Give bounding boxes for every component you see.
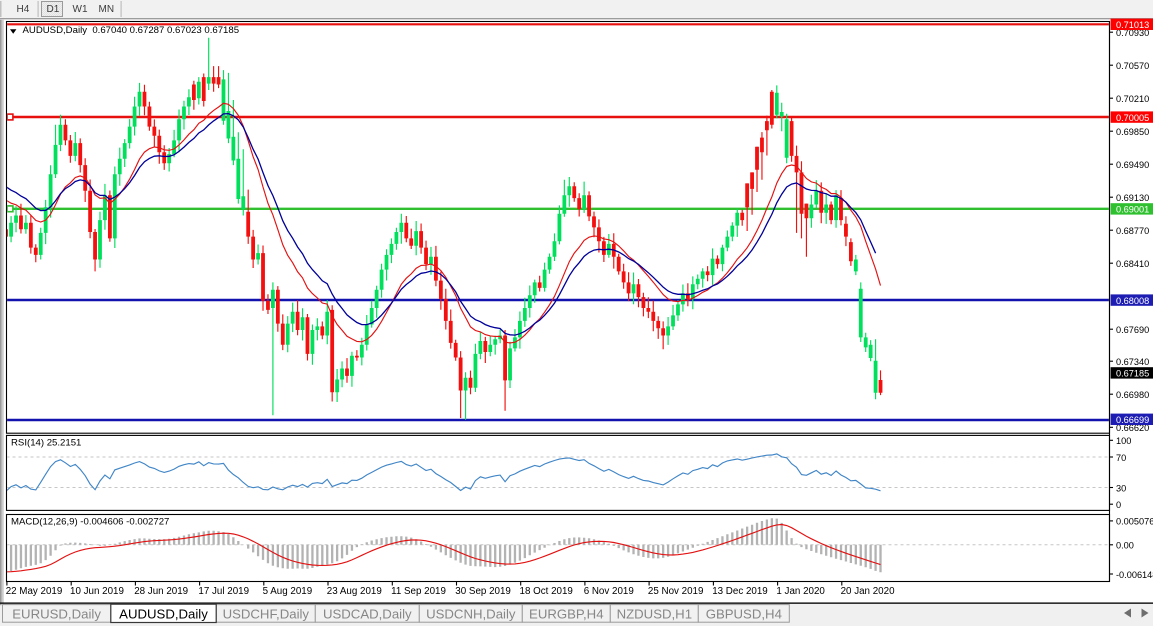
svg-text:0.67185: 0.67185 [1116, 369, 1149, 379]
svg-text:0.66980: 0.66980 [1116, 390, 1149, 400]
svg-text:0.69490: 0.69490 [1116, 160, 1149, 170]
svg-text:AUDUSD,Daily 0.67040 0.67287: AUDUSD,Daily 0.67040 0.67287 0.67023 0.6… [23, 25, 240, 36]
svg-text:0.69850: 0.69850 [1116, 127, 1149, 137]
svg-text:USDCNH,Daily: USDCNH,Daily [426, 607, 516, 622]
svg-text:25 Nov 2019: 25 Nov 2019 [648, 586, 704, 597]
svg-text:0.69130: 0.69130 [1116, 193, 1149, 203]
svg-text:100: 100 [1116, 436, 1131, 446]
svg-text:1 Jan 2020: 1 Jan 2020 [776, 586, 825, 597]
svg-text:11 Sep 2019: 11 Sep 2019 [391, 586, 446, 597]
svg-text:EURGBP,H4: EURGBP,H4 [529, 607, 604, 622]
svg-text:H4: H4 [17, 4, 30, 15]
svg-text:-0.006148: -0.006148 [1116, 570, 1153, 580]
svg-text:0: 0 [1116, 500, 1121, 510]
svg-text:MACD(12,26,9) -0.004606 -0.002: MACD(12,26,9) -0.004606 -0.002727 [11, 517, 169, 528]
svg-text:17 Jul 2019: 17 Jul 2019 [198, 586, 249, 597]
svg-text:D1: D1 [47, 4, 60, 15]
svg-text:0.71013: 0.71013 [1116, 20, 1149, 30]
svg-text:6 Nov 2019: 6 Nov 2019 [584, 586, 634, 597]
svg-text:GBPUSD,H4: GBPUSD,H4 [706, 607, 782, 622]
svg-text:0.69001: 0.69001 [1116, 205, 1149, 215]
svg-text:0.68410: 0.68410 [1116, 259, 1149, 269]
svg-text:0.70005: 0.70005 [1116, 113, 1149, 123]
svg-text:0.66699: 0.66699 [1116, 415, 1149, 425]
svg-text:23 Aug 2019: 23 Aug 2019 [327, 586, 382, 597]
svg-text:30 Sep 2019: 30 Sep 2019 [455, 586, 511, 597]
svg-text:10 Jun 2019: 10 Jun 2019 [70, 586, 124, 597]
svg-text:18 Oct 2019: 18 Oct 2019 [520, 586, 573, 597]
svg-text:70: 70 [1116, 453, 1126, 463]
svg-text:NZDUSD,H1: NZDUSD,H1 [617, 607, 692, 622]
svg-text:0.005076: 0.005076 [1116, 517, 1153, 527]
svg-text:13 Dec 2019: 13 Dec 2019 [712, 586, 768, 597]
svg-text:W1: W1 [73, 4, 88, 15]
svg-text:USDCAD,Daily: USDCAD,Daily [323, 607, 412, 622]
svg-text:AUDUSD,Daily: AUDUSD,Daily [119, 607, 208, 622]
svg-text:22 May 2019: 22 May 2019 [6, 586, 63, 597]
svg-text:0.68770: 0.68770 [1116, 226, 1149, 236]
svg-text:0.66620: 0.66620 [1116, 423, 1149, 433]
svg-text:RSI(14) 25.2151: RSI(14) 25.2151 [11, 438, 81, 449]
svg-text:30: 30 [1116, 483, 1126, 493]
svg-text:28 Jun 2019: 28 Jun 2019 [134, 586, 188, 597]
svg-text:0.70930: 0.70930 [1116, 28, 1149, 38]
svg-text:0.00: 0.00 [1116, 541, 1134, 551]
svg-text:0.70570: 0.70570 [1116, 61, 1149, 71]
svg-text:0.67690: 0.67690 [1116, 325, 1149, 335]
svg-text:20 Jan 2020: 20 Jan 2020 [841, 586, 895, 597]
svg-text:0.67340: 0.67340 [1116, 357, 1149, 367]
svg-text:5 Aug 2019: 5 Aug 2019 [263, 586, 313, 597]
svg-text:0.70210: 0.70210 [1116, 94, 1149, 104]
svg-text:MN: MN [99, 4, 115, 15]
svg-text:EURUSD,Daily: EURUSD,Daily [12, 607, 101, 622]
svg-text:0.68008: 0.68008 [1116, 296, 1149, 306]
svg-text:USDCHF,Daily: USDCHF,Daily [223, 607, 310, 622]
